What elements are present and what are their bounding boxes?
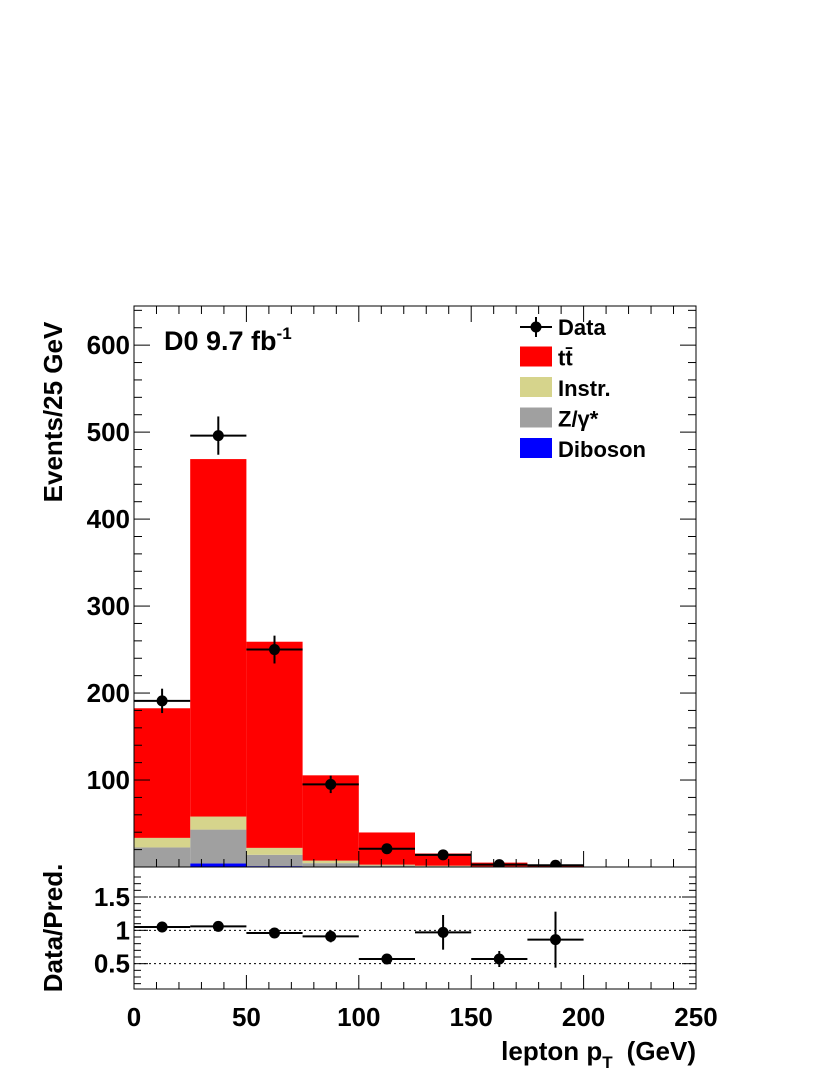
legend-swatch-2 — [520, 377, 552, 397]
data-point-marker-4 — [381, 843, 393, 855]
legend-entry-4: Diboson — [520, 437, 646, 462]
legend-label-1: tt̄ — [558, 346, 573, 371]
y-axis-label: Events/25 GeV — [38, 321, 68, 502]
ratio-point-6 — [471, 951, 528, 967]
x-tick-label-0: 0 — [127, 1002, 141, 1032]
x-tick-label-50: 50 — [232, 1002, 261, 1032]
stack-layer — [134, 459, 696, 867]
bar-instr-bin-1 — [190, 816, 247, 830]
data-point-4 — [358, 843, 415, 855]
ratio-point-7 — [527, 911, 584, 968]
legend-label-2: Instr. — [558, 376, 611, 401]
legend-label-4: Diboson — [558, 437, 646, 462]
data-point-marker-1 — [212, 430, 224, 442]
ratio-point-marker-0 — [156, 921, 168, 933]
ratio-point-marker-6 — [493, 953, 505, 965]
legend-label-0: Data — [558, 315, 606, 340]
bar-instr-bin-4 — [358, 864, 415, 866]
ratio-point-4 — [358, 953, 415, 965]
ratio-plot-border — [133, 866, 697, 990]
x-axis-label-sub: T — [602, 1053, 613, 1072]
bar-instr-bin-0 — [134, 837, 191, 848]
x-tick-label-100: 100 — [337, 1002, 380, 1032]
ratio-point-marker-1 — [212, 920, 224, 932]
data-point-marker-3 — [325, 778, 337, 790]
bar-z-bin-3 — [302, 863, 359, 867]
ratio-y-axis-label: Data/Pred. — [38, 864, 68, 993]
bar-z-bin-1 — [190, 829, 247, 864]
legend-entry-1: tt̄ — [520, 346, 573, 371]
x-tick-label-200: 200 — [562, 1002, 605, 1032]
y-tick-label-500: 500 — [87, 417, 130, 447]
ratio-point-marker-4 — [381, 953, 393, 965]
y-tick-label-400: 400 — [87, 504, 130, 534]
experiment-label: D0 9.7 fb-1 — [164, 324, 292, 356]
y-tick-label-300: 300 — [87, 591, 130, 621]
bar-z-bin-2 — [246, 854, 303, 867]
x-tick-label-250: 250 — [674, 1002, 717, 1032]
main-x-ticks — [133, 306, 697, 867]
ratio-panel: 0.5 11.5 0 50 100 150 200 250 Data/Pred. lepto… — [38, 864, 718, 1072]
main-y-minor-ticks — [134, 309, 696, 851]
ratio-point-5 — [415, 915, 472, 950]
main-y-ticks: 100 200 300 400 500 600 — [87, 330, 696, 795]
bar-instr-bin-2 — [246, 847, 303, 855]
legend-swatch-3 — [520, 407, 552, 428]
ratio-point-3 — [302, 930, 359, 943]
ratio-reference-lines — [134, 896, 696, 965]
legend-label-3: Z/γ* — [558, 407, 599, 432]
bar-tt-bin-1 — [190, 459, 247, 817]
data-point-0 — [134, 688, 191, 714]
data-point-marker-5 — [437, 849, 449, 861]
ratio-point-marker-5 — [437, 926, 449, 938]
x-axis-label-main: lepton p — [501, 1036, 602, 1066]
legend-data-marker — [530, 321, 542, 333]
bar-instr-bin-5 — [415, 865, 472, 867]
bar-diboson-bin-1 — [190, 863, 247, 867]
legend-entry-3: Z/γ* — [520, 407, 599, 432]
data-point-3 — [302, 775, 359, 794]
ratio-y-tick-label-1: 1 — [116, 915, 130, 945]
y-tick-label-100: 100 — [87, 765, 130, 795]
ratio-y-tick-label-1.5: 1.5 — [94, 882, 130, 912]
ratio-y-ticks: 0.5 11.5 — [94, 876, 696, 985]
data-point-2 — [246, 635, 303, 664]
data-point-1 — [190, 416, 247, 455]
legend-entry-2: Instr. — [520, 376, 611, 401]
data-point-marker-0 — [156, 695, 168, 707]
bar-z-bin-0 — [134, 847, 191, 867]
main-panel: 100 200 300 400 500 600 D0 9.7 fb-1 Data tt̄ In… — [38, 305, 697, 871]
data-point-5 — [415, 849, 472, 861]
x-axis-label: lepton pT (GeV) — [501, 1036, 696, 1072]
ratio-points-layer — [134, 911, 584, 968]
legend-swatch-1 — [520, 346, 552, 367]
legend-swatch-4 — [520, 438, 552, 458]
x-tick-label-150: 150 — [450, 1002, 493, 1032]
x-tick-labels: 0 50 100 150 200 250 — [127, 1002, 718, 1032]
experiment-label-sup: -1 — [277, 324, 292, 343]
ratio-point-2 — [246, 927, 303, 939]
ratio-y-tick-label-0.5: 0.5 — [94, 949, 130, 979]
ratio-point-marker-3 — [325, 930, 337, 942]
y-tick-label-200: 200 — [87, 678, 130, 708]
ratio-point-1 — [190, 920, 247, 932]
legend-entry-0: Data — [520, 315, 606, 340]
data-points-layer — [134, 416, 584, 871]
bar-z-bin-4 — [358, 865, 415, 867]
experiment-label-text: D0 9.7 fb — [164, 326, 277, 356]
x-axis-label-unit: (GeV) — [627, 1036, 696, 1066]
y-tick-label-600: 600 — [87, 330, 130, 360]
ratio-point-marker-2 — [269, 927, 280, 939]
bar-instr-bin-3 — [302, 860, 359, 864]
ratio-point-0 — [134, 921, 191, 933]
data-point-marker-2 — [269, 644, 280, 656]
bar-tt-bin-2 — [246, 641, 303, 848]
bar-tt-bin-0 — [134, 708, 191, 838]
ratio-point-marker-7 — [550, 934, 561, 946]
ratio-plot-frame — [134, 867, 696, 989]
legend: Data tt̄ Instr. Z/γ* Diboson — [520, 315, 646, 462]
